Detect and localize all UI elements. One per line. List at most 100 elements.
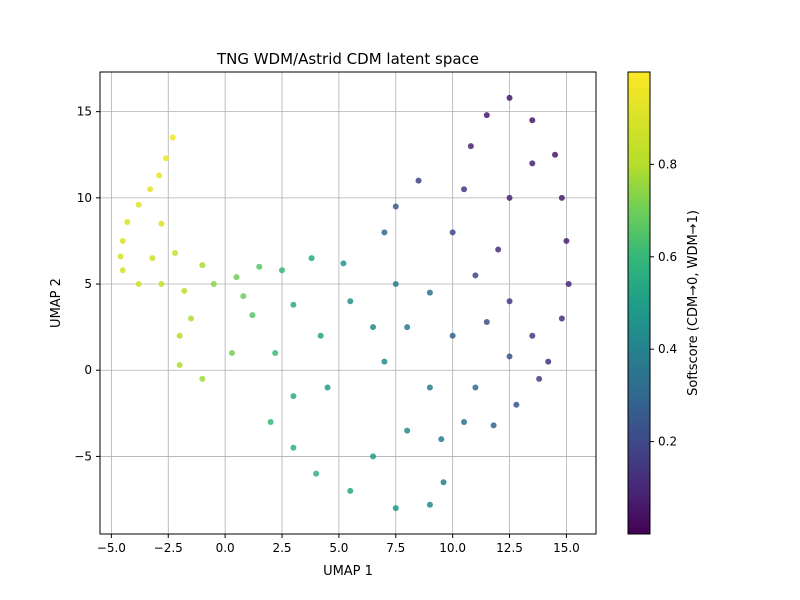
data-point [290,444,297,451]
data-point [228,349,235,356]
data-point [256,263,263,270]
data-point [135,281,142,288]
data-point [461,186,468,193]
y-tick-label: 15 [77,105,92,119]
data-point [156,172,163,179]
colorbar-tick-label: 0.8 [658,157,677,171]
data-point [565,281,572,288]
data-point [490,422,497,429]
data-point [483,318,490,325]
data-point [347,298,354,305]
data-point [162,155,169,162]
data-point [426,501,433,508]
colorbar-label: Softscore (CDM→0, WDM→1) [686,210,701,396]
data-point [513,401,520,408]
data-point [199,262,206,269]
data-point [438,436,445,443]
data-point [449,332,456,339]
data-point [426,289,433,296]
colorbar-axis: 0.2 0.4 0.6 0.8 [650,157,677,449]
data-point [158,281,165,288]
data-point [169,134,176,141]
data-point [210,281,217,288]
colorbar-tick-label: 0.2 [658,435,677,449]
x-tick-label: 0.0 [216,541,235,555]
y-axis-label: UMAP 2 [49,278,64,328]
data-point [313,470,320,477]
data-point [135,201,142,208]
y-tick-label: −5 [74,449,92,463]
data-point [172,250,179,257]
data-point [308,255,315,262]
data-point [461,418,468,425]
data-point [176,362,183,369]
data-point [233,274,240,281]
data-point [529,332,536,339]
data-point [290,393,297,400]
data-point [117,253,124,260]
data-point [536,375,543,382]
data-point [370,453,377,460]
data-point [324,384,331,391]
data-point [119,237,126,244]
data-point [119,267,126,274]
data-point [506,298,513,305]
data-point [240,293,247,300]
data-point [404,324,411,331]
data-point [370,324,377,331]
y-tick-label: 10 [77,191,92,205]
data-point [529,160,536,167]
data-point [290,301,297,308]
data-point [495,246,502,253]
data-point [506,353,513,360]
colorbar [627,71,651,535]
data-point [552,151,559,158]
data-point [506,194,513,201]
data-point [199,375,206,382]
data-point [392,505,399,512]
x-tick-label: 2.5 [272,541,291,555]
y-tick-label: 0 [84,363,92,377]
x-tick-label: 10.0 [439,541,466,555]
data-point [449,229,456,236]
data-point [188,315,195,322]
x-tick-label: 7.5 [386,541,405,555]
colorbar-tick-label: 0.6 [658,250,677,264]
data-point [558,194,565,201]
data-points [117,94,572,512]
data-point [467,143,474,150]
data-point [381,358,388,365]
data-point [272,349,279,356]
x-tick-label: 15.0 [553,541,580,555]
data-point [149,255,156,262]
plot-frame [99,71,597,535]
data-point [392,203,399,210]
data-point [545,358,552,365]
data-point [472,272,479,279]
data-point [415,177,422,184]
data-point [483,112,490,119]
data-point [404,427,411,434]
data-point [124,218,131,225]
data-point [563,237,570,244]
x-axis: −5.0 −2.5 0.0 2.5 5.0 7.5 10.0 12.5 15.0 [97,534,580,555]
chart-title: TNG WDM/Astrid CDM latent space [216,50,479,68]
data-point [317,332,324,339]
data-point [267,418,274,425]
data-point [426,384,433,391]
y-tick-label: 5 [84,277,92,291]
x-tick-label: −5.0 [97,541,126,555]
x-axis-label: UMAP 1 [323,564,373,579]
data-point [279,267,286,274]
data-point [472,384,479,391]
data-point [181,287,188,294]
data-point [158,220,165,227]
x-tick-label: 12.5 [496,541,523,555]
x-tick-label: 5.0 [329,541,348,555]
data-point [506,94,513,101]
data-point [176,332,183,339]
grid [100,72,596,534]
data-point [529,117,536,124]
data-point [347,487,354,494]
